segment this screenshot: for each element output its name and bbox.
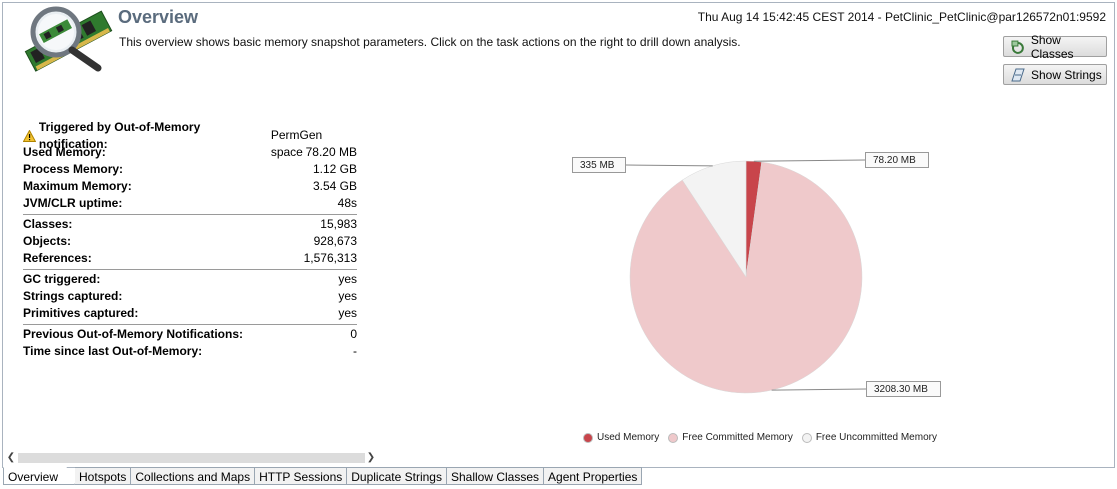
page-description: This overview shows basic memory snapsho…	[119, 35, 741, 49]
divider	[23, 214, 357, 215]
legend-label: Free Committed Memory	[682, 432, 793, 443]
snapshot-info: Thu Aug 14 15:42:45 CEST 2014 - PetClini…	[697, 10, 1106, 24]
legend-item: Used Memory	[583, 432, 659, 443]
legend-item: Free Committed Memory	[668, 432, 793, 443]
references-value: 1,576,313	[303, 251, 357, 265]
divider	[23, 324, 357, 325]
strings-captured-label: Strings captured:	[23, 289, 123, 303]
show-strings-button[interactable]: Show Strings	[1003, 64, 1107, 85]
stat-row: Maximum Memory: 3.54 GB	[23, 178, 357, 195]
chart-legend: Used Memory Free Committed Memory Free Unc…	[583, 432, 937, 443]
time-since-oom-value: -	[353, 344, 357, 358]
stat-row: Classes: 15,983	[23, 216, 357, 233]
memory-snapshot-logo-icon	[24, 6, 113, 72]
time-since-oom-label: Time since last Out-of-Memory:	[23, 344, 203, 358]
max-memory-value: 3.54 GB	[312, 179, 357, 193]
used-memory-value: 78.20 MB	[305, 145, 357, 159]
oom-trigger-label: Triggered by Out-of-Memory notification:	[38, 119, 201, 151]
uptime-label: JVM/CLR uptime:	[23, 196, 123, 210]
stat-row: Strings captured: yes	[23, 288, 357, 305]
legend-swatch	[668, 432, 679, 443]
stat-row: Objects: 928,673	[23, 233, 357, 250]
scroll-left-icon[interactable]: ❮	[6, 452, 16, 463]
used-memory-label: Used Memory:	[23, 145, 106, 159]
classes-icon	[1011, 40, 1024, 54]
gc-triggered-value: yes	[338, 272, 357, 286]
previous-oom-value: 0	[350, 327, 357, 341]
scroll-right-icon[interactable]: ❯	[366, 452, 376, 463]
objects-value: 928,673	[313, 234, 357, 248]
stat-row: Previous Out-of-Memory Notifications: 0	[23, 326, 357, 343]
oom-trigger-value: PermGen space	[270, 128, 323, 159]
legend-label: Used Memory	[597, 432, 660, 443]
process-memory-label: Process Memory:	[23, 162, 124, 176]
objects-label: Objects:	[23, 234, 72, 248]
pie-value-label: 335 MB	[572, 157, 626, 173]
show-classes-button[interactable]: Show Classes	[1003, 33, 1107, 61]
page-title: Overview	[118, 7, 199, 27]
stat-row: Primitives captured: yes	[23, 305, 357, 322]
tab-overview[interactable]: Overview	[3, 467, 76, 485]
memory-stats: Triggered by Out-of-Memory notification:…	[23, 120, 357, 360]
tab-hotspots[interactable]: Hotspots	[75, 467, 132, 485]
stat-row: Process Memory: 1.12 GB	[23, 161, 357, 178]
show-classes-label: Show Classes	[1030, 32, 1074, 61]
legend-swatch	[583, 432, 593, 443]
stat-row: References: 1,576,313	[23, 250, 357, 267]
process-memory-value: 1.12 GB	[312, 162, 357, 176]
divider	[23, 269, 357, 270]
tab-shallow-classes[interactable]: Shallow Classes	[446, 467, 545, 485]
warning-icon	[23, 129, 36, 142]
uptime-value: 48s	[337, 196, 357, 210]
view-tabs: Overview Hotspots Collections and Maps HTTP…	[3, 467, 643, 486]
pie-value-label: 3208.30 MB	[866, 381, 941, 397]
tab-agent-properties[interactable]: Agent Properties	[544, 467, 643, 485]
classes-label: Classes:	[23, 217, 73, 231]
legend-label: Free Uncommitted Memory	[815, 432, 937, 443]
pie-value-label: 78.20 MB	[865, 152, 929, 168]
gc-triggered-label: GC triggered:	[23, 272, 101, 286]
strings-icon	[1011, 68, 1025, 81]
show-strings-label: Show Strings	[1031, 67, 1102, 82]
primitives-captured-label: Primitives captured:	[23, 306, 139, 320]
oom-trigger-row: Triggered by Out-of-Memory notification:…	[23, 120, 357, 159]
stat-row: Used Memory: 78.20 MB	[23, 144, 357, 161]
legend-item: Free Uncommitted Memory	[801, 432, 937, 443]
horizontal-scrollbar[interactable]: ❮ ❯	[5, 451, 377, 464]
strings-captured-value: yes	[338, 289, 357, 303]
stat-row: GC triggered: yes	[23, 271, 357, 288]
previous-oom-label: Previous Out-of-Memory Notifications:	[23, 327, 244, 341]
tab-duplicate-strings[interactable]: Duplicate Strings	[347, 467, 447, 485]
tab-http-sessions[interactable]: HTTP Sessions	[255, 467, 348, 485]
scrollbar-thumb[interactable]	[18, 453, 365, 463]
classes-value: 15,983	[320, 217, 357, 231]
primitives-captured-value: yes	[338, 306, 357, 320]
max-memory-label: Maximum Memory:	[23, 179, 132, 193]
legend-swatch	[801, 432, 812, 443]
references-label: References:	[23, 251, 92, 265]
tab-collections-and-maps[interactable]: Collections and Maps	[131, 467, 256, 485]
stat-row: Time since last Out-of-Memory: -	[23, 343, 357, 360]
stat-row: JVM/CLR uptime: 48s	[23, 195, 357, 212]
